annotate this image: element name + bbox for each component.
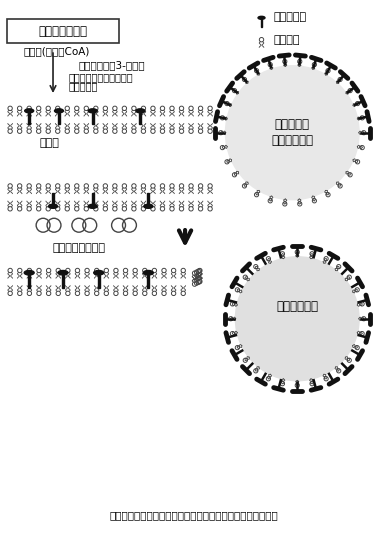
Ellipse shape <box>136 109 145 113</box>
Bar <box>52 193 54 205</box>
Text: プロプラスチド: プロプラスチド <box>38 25 87 38</box>
Bar <box>28 113 30 124</box>
Ellipse shape <box>143 271 153 275</box>
Ellipse shape <box>25 109 34 113</box>
Text: オイルボディ: オイルボディ <box>276 300 318 313</box>
Text: グリセロール3-リン酸: グリセロール3-リン酸 <box>79 60 146 70</box>
Text: 脹肪酸(アシルCoA): 脹肪酸(アシルCoA) <box>23 46 90 56</box>
Ellipse shape <box>88 205 97 208</box>
Bar <box>147 193 149 205</box>
Ellipse shape <box>24 271 34 275</box>
Ellipse shape <box>54 109 64 113</box>
Text: トリアシル: トリアシル <box>275 118 310 131</box>
Ellipse shape <box>88 109 97 113</box>
Ellipse shape <box>48 205 57 208</box>
Text: 小胞体: 小胞体 <box>39 137 59 148</box>
Ellipse shape <box>58 271 68 275</box>
Bar <box>28 275 30 288</box>
Bar <box>62 275 64 288</box>
Text: 合成系酵素: 合成系酵素 <box>69 81 98 91</box>
Bar <box>98 275 100 288</box>
FancyBboxPatch shape <box>7 19 119 43</box>
Bar <box>261 19 262 27</box>
Bar <box>92 193 94 205</box>
Ellipse shape <box>258 16 265 19</box>
Text: トリアシルグリセロール: トリアシルグリセロール <box>69 72 133 82</box>
Text: オレオシン: オレオシン <box>274 12 307 23</box>
Text: リン脂質: リン脂質 <box>274 35 300 45</box>
Text: グリセロール: グリセロール <box>271 134 313 147</box>
Circle shape <box>225 65 360 200</box>
Bar <box>140 113 141 124</box>
Ellipse shape <box>144 205 153 208</box>
Bar <box>147 275 149 288</box>
Text: オレオシンの合成: オレオシンの合成 <box>52 243 105 253</box>
Bar <box>58 113 60 124</box>
Bar <box>92 113 94 124</box>
Text: 谬蔵脂質の合成とオイルボディの形成　（登熟期油歙種子）: 谬蔵脂質の合成とオイルボディの形成 （登熟期油歙種子） <box>110 510 278 520</box>
Circle shape <box>235 256 360 381</box>
Ellipse shape <box>94 271 104 275</box>
